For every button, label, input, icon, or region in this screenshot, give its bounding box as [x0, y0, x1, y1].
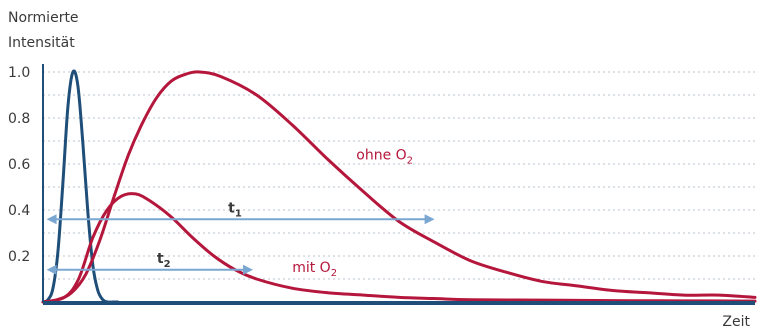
arrow-label-t1: t1	[228, 200, 242, 219]
lifetime-arrows	[46, 214, 435, 275]
arrow-head-right	[424, 214, 435, 225]
series-label-mit-o2: mit O2	[292, 260, 337, 279]
y-axis-title-line2: Intensität	[8, 35, 75, 51]
arrow-head-right	[243, 264, 254, 275]
y-tick-label: 1.0	[8, 65, 30, 81]
y-tick-label: 0.8	[8, 111, 30, 127]
x-axis-title: Zeit	[722, 314, 750, 330]
series-line-mit_o2	[41, 192, 757, 304]
arrow-head-left	[46, 264, 57, 275]
series-label-ohne-o2: ohne O2	[356, 147, 413, 166]
y-axis-title-line1: Normierte	[8, 10, 79, 26]
y-tick-label: 0.2	[8, 249, 30, 265]
gridlines	[43, 71, 755, 280]
arrow-label-t2: t2	[157, 251, 171, 270]
y-tick-label: 0.4	[8, 203, 30, 219]
arrow-head-left	[46, 214, 57, 225]
y-tick-label: 0.6	[8, 157, 30, 173]
y-tick-labels: 0.2 0.4 0.6 0.8 1.0	[8, 65, 30, 265]
